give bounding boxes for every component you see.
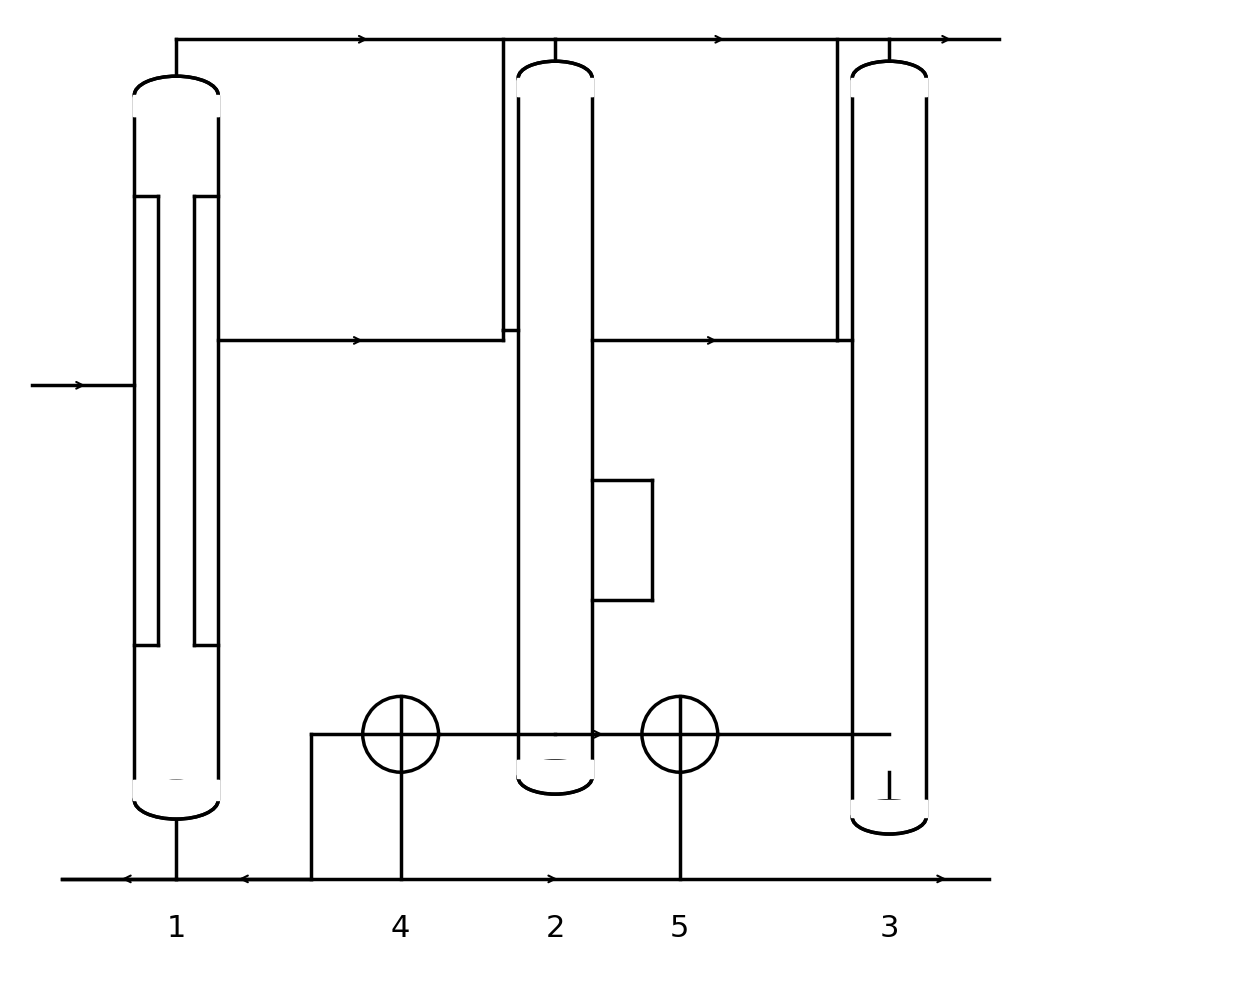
Bar (517, 78, 593, 96)
Circle shape (363, 696, 439, 773)
Bar (134, 781, 219, 800)
Bar (852, 800, 928, 818)
Text: 3: 3 (879, 914, 899, 944)
Ellipse shape (134, 781, 218, 819)
Text: 1: 1 (166, 914, 186, 944)
Bar (852, 78, 928, 96)
Ellipse shape (518, 761, 591, 794)
Bar (134, 95, 219, 116)
Bar (517, 760, 593, 778)
Text: 2: 2 (546, 914, 565, 944)
Ellipse shape (852, 61, 926, 94)
Text: 5: 5 (670, 914, 689, 944)
Bar (134, 781, 219, 800)
Bar (517, 760, 593, 778)
Bar (517, 78, 593, 96)
Circle shape (642, 696, 718, 773)
Ellipse shape (852, 801, 926, 834)
Bar (852, 78, 928, 96)
Ellipse shape (134, 76, 218, 114)
Bar (852, 800, 928, 818)
Text: 4: 4 (391, 914, 410, 944)
Bar (134, 95, 219, 116)
Ellipse shape (518, 61, 591, 94)
